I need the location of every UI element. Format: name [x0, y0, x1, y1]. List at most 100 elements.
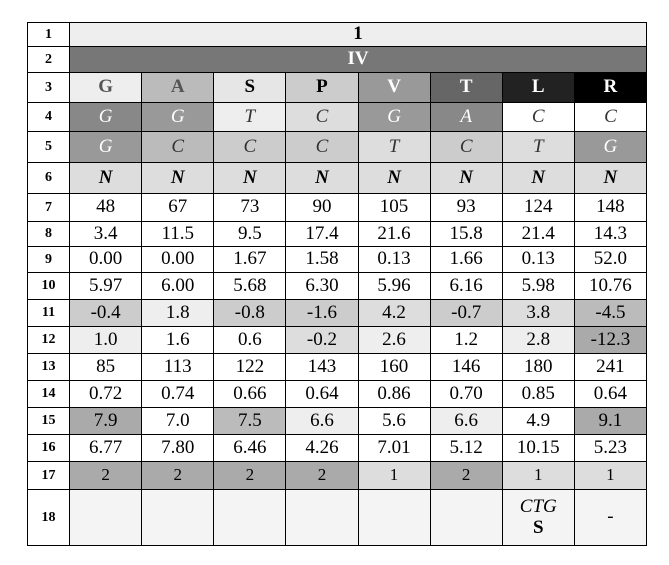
table-cell: G	[69, 72, 143, 103]
table-cell: T	[429, 72, 503, 103]
row-number: 10	[26, 272, 71, 300]
table-cell: 73	[213, 193, 287, 222]
table-cell: 241	[573, 353, 648, 381]
table-cell: 0.6	[213, 326, 287, 354]
table-cell	[429, 489, 503, 546]
table-cell: -0.8	[213, 299, 287, 327]
table-cell: C	[141, 131, 215, 163]
table-cell: 1	[69, 22, 647, 47]
table-cell: -	[573, 489, 648, 546]
table-cell: 9.1	[573, 407, 648, 435]
table-cell: G	[357, 102, 431, 132]
table-row: 12 1.0 1.6 0.6 -0.2 2.6 1.2 2.8 -12.3	[26, 326, 648, 354]
table-cell: 15.8	[429, 221, 503, 247]
table-row: 18 CTG S -	[26, 489, 648, 546]
row-number: 11	[26, 299, 71, 327]
row-number: 15	[26, 407, 71, 435]
row-number: 18	[26, 489, 71, 546]
table-cell	[285, 489, 359, 546]
table-cell: 4.2	[357, 299, 431, 327]
table-row: 7 48 67 73 90 105 93 124 148	[26, 193, 648, 222]
table-cell: 4.26	[285, 434, 359, 462]
row-number: 4	[26, 102, 71, 132]
table-cell: 2	[141, 461, 215, 490]
table-cell: -4.5	[573, 299, 648, 327]
table-cell: -12.3	[573, 326, 648, 354]
table-cell: 7.0	[141, 407, 215, 435]
table-cell: 7.01	[357, 434, 431, 462]
table-cell: 0.00	[141, 246, 215, 273]
table-cell: 52.0	[573, 246, 648, 273]
table-cell: N	[501, 162, 575, 194]
table-cell: 105	[357, 193, 431, 222]
table-cell: 10.15	[501, 434, 575, 462]
table-cell: 113	[141, 353, 215, 381]
table-cell: T	[357, 131, 431, 163]
table-cell: N	[285, 162, 359, 194]
table-cell: 143	[285, 353, 359, 381]
table-cell: C	[573, 102, 648, 132]
table-cell: P	[285, 72, 359, 103]
table-cell: C	[285, 102, 359, 132]
table-cell: N	[141, 162, 215, 194]
table-cell: 1	[357, 461, 431, 490]
table-cell: 1.2	[429, 326, 503, 354]
table-cell: N	[357, 162, 431, 194]
table-cell: 9.5	[213, 221, 287, 247]
table-row: 17 2 2 2 2 1 2 1 1	[26, 461, 648, 490]
table-cell: 0.74	[141, 380, 215, 408]
table-cell	[357, 489, 431, 546]
table-cell: 48	[69, 193, 143, 222]
row-number: 1	[26, 22, 71, 47]
table-cell: 67	[141, 193, 215, 222]
table-cell: G	[69, 131, 143, 163]
table-cell: G	[573, 131, 648, 163]
table-cell: 2.8	[501, 326, 575, 354]
table-cell: 5.97	[69, 272, 143, 300]
table-row: 14 0.72 0.74 0.66 0.64 0.86 0.70 0.85 0.64	[26, 380, 648, 408]
row-number: 16	[26, 434, 71, 462]
table-cell: -0.4	[69, 299, 143, 327]
table-cell: 2.6	[357, 326, 431, 354]
table-row: 10 5.97 6.00 5.68 6.30 5.96 6.16 5.98 10.76	[26, 272, 648, 300]
table-cell: T	[213, 102, 287, 132]
table-cell: -0.2	[285, 326, 359, 354]
row-number: 13	[26, 353, 71, 381]
data-table: 1 1 2 IV 3 G A S P V T L R 4 G G T C G A C C 5 G C C C T C T G 6 N N N N N N N…	[26, 22, 648, 546]
table-cell: 0.66	[213, 380, 287, 408]
table-cell: 180	[501, 353, 575, 381]
table-cell: 0.00	[69, 246, 143, 273]
table-cell: 2	[285, 461, 359, 490]
table-cell: 146	[429, 353, 503, 381]
table-cell: C	[213, 131, 287, 163]
table-cell: CTG S	[501, 489, 575, 546]
table-cell: 2	[69, 461, 143, 490]
table-cell: 6.77	[69, 434, 143, 462]
table-cell: G	[69, 102, 143, 132]
table-cell: A	[141, 72, 215, 103]
table-cell: L	[501, 72, 575, 103]
table-cell: -0.7	[429, 299, 503, 327]
table-cell: 4.9	[501, 407, 575, 435]
cell-line: CTG	[519, 495, 557, 517]
cell-line: S	[532, 516, 544, 538]
table-cell: 160	[357, 353, 431, 381]
table-cell	[69, 489, 143, 546]
table-cell: 21.4	[501, 221, 575, 247]
table-cell: 6.46	[213, 434, 287, 462]
table-cell	[213, 489, 287, 546]
row-number: 6	[26, 162, 71, 194]
table-cell: 0.72	[69, 380, 143, 408]
table-cell: 1	[501, 461, 575, 490]
table-cell: 14.3	[573, 221, 648, 247]
table-cell: 1.66	[429, 246, 503, 273]
table-cell: 93	[429, 193, 503, 222]
table-cell: 5.98	[501, 272, 575, 300]
table-cell: 2	[213, 461, 287, 490]
table-row: 13 85 113 122 143 160 146 180 241	[26, 353, 648, 381]
table-cell: 0.64	[573, 380, 648, 408]
table-cell: 17.4	[285, 221, 359, 247]
